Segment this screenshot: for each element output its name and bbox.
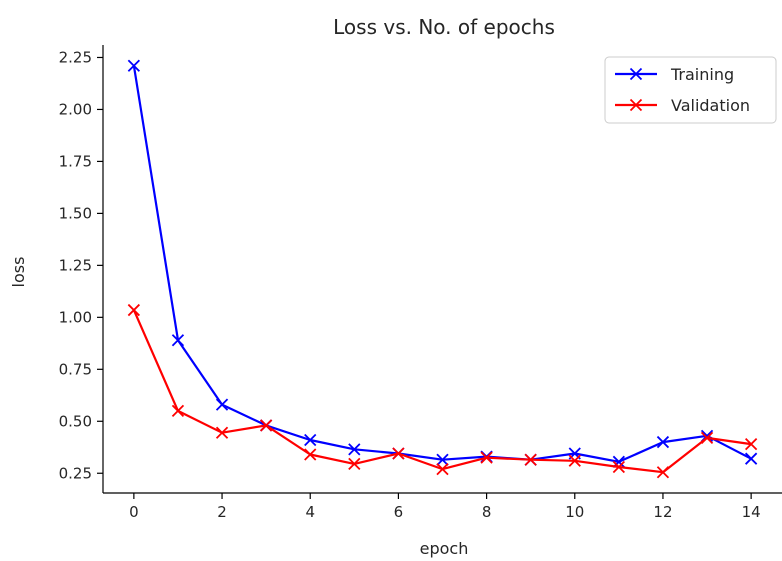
x-tick-label: 8 <box>482 503 492 521</box>
legend-marker <box>629 67 643 81</box>
y-tick-label: 0.25 <box>59 464 92 482</box>
validation-point <box>612 460 626 474</box>
y-tick-label: 0.75 <box>59 360 92 378</box>
x-tick-label: 14 <box>742 503 761 521</box>
x-tick-label: 6 <box>394 503 404 521</box>
validation-point <box>656 466 670 479</box>
x-tick-label: 12 <box>653 503 672 521</box>
legend-marker <box>629 98 643 112</box>
y-tick-label: 2.00 <box>59 100 92 118</box>
validation-point <box>436 462 449 476</box>
x-tick-label: 2 <box>217 503 227 521</box>
training-series-line <box>132 65 752 463</box>
validation-point <box>215 426 229 439</box>
chart-title: Loss vs. No. of epochs <box>333 15 555 39</box>
validation-point <box>171 404 185 418</box>
validation-point <box>524 453 537 466</box>
training-point <box>436 453 449 466</box>
training-point <box>127 59 141 72</box>
validation-point <box>700 431 714 445</box>
validation-point <box>744 438 758 451</box>
y-tick-label: 0.50 <box>59 412 92 430</box>
training-point <box>171 334 185 347</box>
legend-item-training: Training <box>615 65 734 84</box>
y-axis-label: loss <box>9 257 28 288</box>
legend-label: Validation <box>671 96 750 115</box>
y-tick-label: 1.00 <box>59 308 92 326</box>
x-tick-label: 10 <box>565 503 584 521</box>
x-axis-label: epoch <box>420 539 469 558</box>
y-tick-label: 2.25 <box>59 48 92 66</box>
training-point <box>744 452 758 465</box>
validation-point <box>348 457 361 471</box>
validation-point <box>259 419 273 432</box>
training-point <box>656 435 670 449</box>
training-point <box>304 433 317 447</box>
legend-item-validation: Validation <box>615 96 750 115</box>
plot-area: 0 2 4 6 8 10 12 14 0.25 0.50 0.75 1.00 1.25 1.50 1.75 2… <box>59 45 782 521</box>
validation-point <box>127 303 141 317</box>
validation-point <box>568 454 581 467</box>
legend: Training Validation <box>604 56 777 124</box>
training-point <box>215 398 229 411</box>
validation-point <box>480 451 493 464</box>
validation-point <box>304 448 317 461</box>
y-tick-label: 1.50 <box>59 204 92 222</box>
training-point <box>348 443 361 456</box>
y-tick-label: 1.75 <box>59 152 92 170</box>
validation-point <box>392 447 405 460</box>
legend-label: Training <box>670 65 734 84</box>
validation-series-line <box>132 309 752 474</box>
x-tick-label: 0 <box>129 503 139 521</box>
x-tick-label: 4 <box>305 503 315 521</box>
y-tick-label: 1.25 <box>59 256 92 274</box>
